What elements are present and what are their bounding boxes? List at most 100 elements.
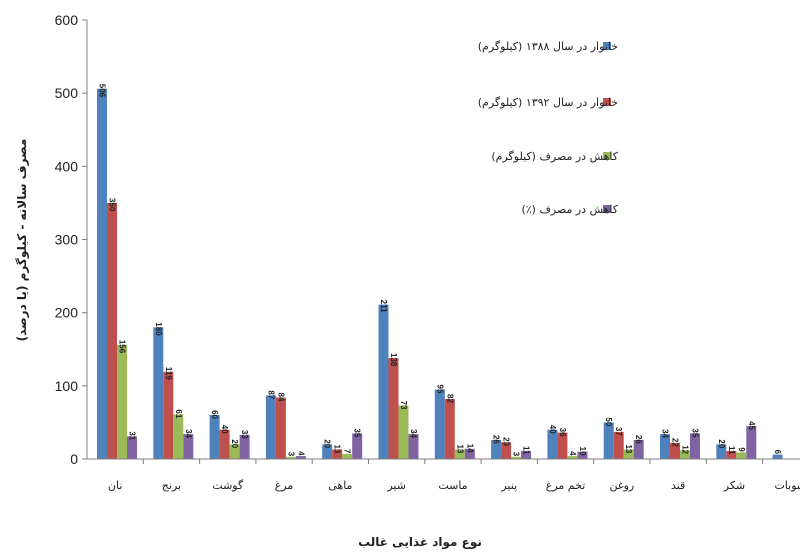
- data-label: 211: [379, 300, 388, 313]
- y-tick-label: 600: [55, 12, 79, 28]
- bar: [342, 453, 353, 459]
- bar: [716, 444, 727, 459]
- bar: [444, 399, 455, 459]
- data-label: 34: [661, 429, 670, 438]
- bar: [127, 436, 137, 459]
- bar: [680, 450, 690, 459]
- bar: [229, 444, 240, 459]
- bar: [332, 449, 343, 459]
- bar: [577, 451, 588, 459]
- bar: [265, 395, 276, 459]
- data-label: 34: [184, 429, 193, 438]
- y-tick-label: 500: [55, 85, 79, 101]
- legend-swatch: [603, 42, 611, 50]
- legend-label: کاهش در مصرف (٪): [521, 203, 618, 216]
- y-axis-title: مصرف سالانه - کیلوگرم (یا درصد): [15, 139, 30, 342]
- data-label: 9: [737, 447, 746, 452]
- bar: [322, 444, 333, 459]
- bar: [388, 358, 399, 459]
- data-label: 13: [455, 444, 464, 453]
- bar: [501, 442, 512, 459]
- data-label: 4: [568, 451, 577, 456]
- data-label: 6: [773, 450, 782, 455]
- bar: [746, 426, 757, 459]
- bar: [633, 439, 644, 459]
- x-category-label: گوشت: [212, 479, 244, 492]
- x-category-label: ماهی: [328, 479, 352, 492]
- data-label: 34: [409, 429, 418, 438]
- bar: [690, 433, 700, 459]
- bar: [547, 429, 558, 459]
- bar: [557, 432, 568, 459]
- x-category-label: تخم مرغ: [546, 479, 586, 492]
- bar: [464, 448, 475, 459]
- bar: [613, 431, 624, 459]
- data-label: 20: [230, 439, 239, 448]
- y-tick-label: 400: [55, 158, 79, 174]
- data-label: 60: [210, 410, 219, 419]
- data-label: 87: [266, 390, 275, 399]
- data-label: 20: [323, 439, 332, 448]
- x-category-label: حبوبات: [774, 479, 800, 492]
- bar: [736, 452, 747, 459]
- x-category-label: قند: [671, 479, 685, 492]
- x-category-label: پنیر: [500, 479, 517, 492]
- y-tick-label: 300: [55, 232, 79, 248]
- data-label: 4: [296, 451, 305, 456]
- data-label: 26: [492, 435, 501, 444]
- y-ticks: 0 100 200 300 400 500 600: [55, 12, 87, 467]
- data-label: 3: [512, 452, 521, 457]
- bar: [97, 88, 107, 459]
- data-label: 31: [128, 431, 137, 440]
- data-label: 37: [614, 427, 623, 436]
- x-category-label: مرغ: [275, 479, 294, 492]
- data-label: 23: [502, 437, 511, 446]
- data-label: 180: [154, 322, 163, 336]
- data-label: 14: [465, 444, 474, 453]
- data-label: 7: [343, 449, 352, 454]
- bar: [295, 456, 306, 459]
- bar: [726, 450, 737, 459]
- bar: [209, 415, 220, 459]
- bar: [173, 414, 184, 459]
- bar: [434, 389, 445, 459]
- x-category-label: شکر: [723, 479, 745, 492]
- data-label: 61: [174, 409, 183, 418]
- legend: خانوار در سال ۱۳۸۸ (کیلوگرم) خانوار در سا…: [478, 40, 619, 216]
- bar: [670, 442, 680, 459]
- data-label: 45: [747, 421, 756, 430]
- legend-label: خانوار در سال ۱۳۸۸ (کیلوگرم): [478, 40, 618, 53]
- bar: [454, 449, 465, 459]
- data-label: 506: [98, 84, 107, 98]
- y-tick-label: 0: [70, 451, 78, 467]
- data-label: 26: [634, 435, 643, 444]
- bar: [239, 434, 250, 459]
- data-label: 36: [558, 428, 567, 437]
- data-label: 12: [681, 445, 690, 454]
- data-label: 119: [164, 367, 173, 380]
- legend-swatch: [603, 98, 611, 106]
- data-label: 35: [353, 428, 362, 437]
- x-category-label: روغن: [609, 479, 634, 492]
- y-tick-label: 200: [55, 305, 79, 321]
- legend-swatch: [603, 152, 611, 160]
- x-category-label: نان: [108, 479, 123, 492]
- bar: [117, 344, 127, 459]
- data-label: 11: [727, 446, 736, 455]
- bar: [398, 405, 409, 459]
- bar: [275, 397, 286, 459]
- x-category-label: برنج: [162, 479, 181, 492]
- data-label: 156: [118, 340, 127, 354]
- data-label: 40: [548, 425, 557, 434]
- legend-swatch: [603, 205, 611, 213]
- data-label: 40: [220, 425, 229, 434]
- data-label: 20: [717, 439, 726, 448]
- x-category-label: ماست: [438, 479, 467, 492]
- data-label: 350: [108, 198, 117, 212]
- bar: [491, 439, 502, 459]
- bar: [378, 304, 389, 459]
- bar: [163, 371, 174, 459]
- bar: [603, 422, 614, 459]
- data-label: 3: [286, 452, 295, 457]
